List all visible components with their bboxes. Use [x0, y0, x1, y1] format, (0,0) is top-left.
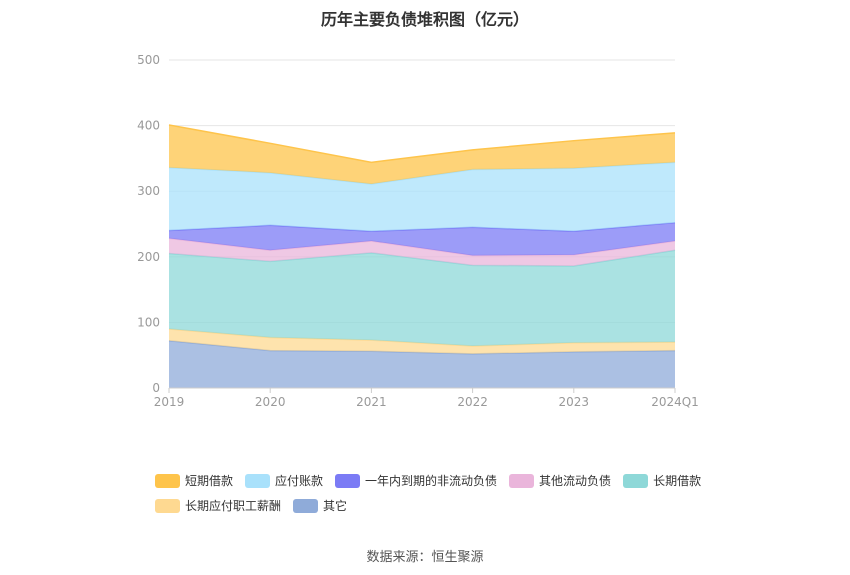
- legend-swatch: [623, 473, 649, 488]
- y-tick-label: 0: [152, 381, 160, 395]
- legend-item[interactable]: 长期应付职工薪酬: [155, 497, 281, 514]
- legend-swatch: [335, 473, 361, 488]
- area-series: [169, 162, 675, 232]
- legend-label: 长期借款: [653, 474, 702, 488]
- chart-plot: 0 100 200 300 400 500 2019 2020 2021 2022 2023 2024…: [137, 53, 699, 409]
- legend: 短期借款 应付账款 一年内到期的非流动负债 其他流动负债 长期借款长期应付职工薪酬 其它: [155, 472, 715, 522]
- legend-item[interactable]: 其它: [293, 497, 347, 514]
- legend-swatch: [155, 498, 180, 513]
- stacked-areas: [168, 124, 676, 388]
- chart-title: 历年主要负债堆积图（亿元）: [320, 10, 529, 29]
- axes: 0 100 200 300 400 500 2019 2020 2021 2022 2023 2024…: [137, 53, 699, 409]
- legend-swatch: [155, 473, 180, 488]
- area-series: [169, 328, 675, 354]
- x-tick-label: 2024Q1: [651, 395, 699, 409]
- legend-label: 其他流动负债: [539, 474, 612, 488]
- legend-swatch: [245, 473, 271, 488]
- area-series: [169, 250, 675, 347]
- legend-item[interactable]: 其他流动负债: [509, 472, 611, 489]
- legend-label: 应付账款: [275, 474, 324, 488]
- legend-item[interactable]: 应付账款: [245, 472, 323, 489]
- legend-label: 其它: [323, 499, 348, 513]
- y-tick-label: 400: [137, 119, 160, 133]
- data-source-note: 数据来源：恒生聚源: [366, 550, 484, 565]
- legend-label: 一年内到期的非流动负债: [365, 474, 498, 488]
- legend-label: 短期借款: [185, 474, 234, 488]
- x-tick-label: 2020: [255, 395, 286, 409]
- legend-swatch: [293, 498, 319, 513]
- x-tick-label: 2023: [559, 395, 590, 409]
- area-series: [169, 124, 675, 184]
- x-tick-label: 2021: [356, 395, 387, 409]
- y-tick-label: 300: [137, 184, 160, 198]
- y-tick-label: 500: [137, 53, 160, 67]
- area-series-edge: [168, 124, 676, 164]
- y-tick-label: 100: [137, 315, 160, 329]
- x-tick-label: 2022: [457, 395, 488, 409]
- legend-label: 长期应付职工薪酬: [185, 499, 282, 513]
- legend-item[interactable]: 一年内到期的非流动负债: [335, 472, 497, 489]
- legend-swatch: [509, 473, 535, 488]
- legend-item[interactable]: 长期借款: [623, 472, 701, 489]
- y-tick-label: 200: [137, 250, 160, 264]
- x-tick-label: 2019: [154, 395, 185, 409]
- area-series: [169, 238, 675, 266]
- legend-item[interactable]: 短期借款: [155, 472, 233, 489]
